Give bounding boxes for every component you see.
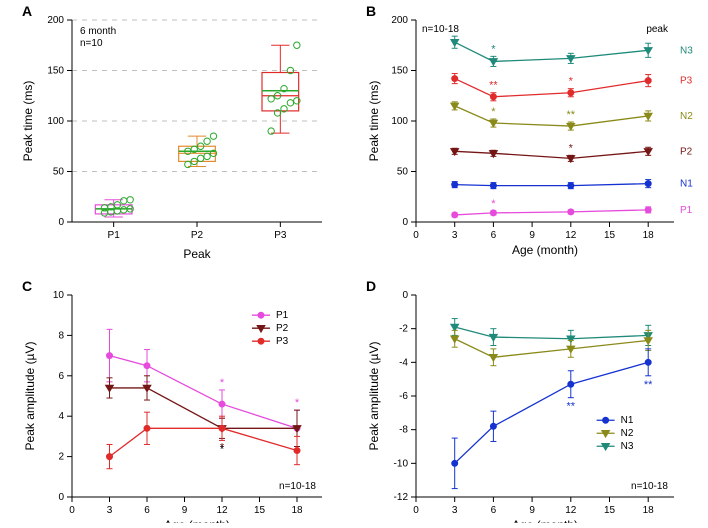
svg-text:0: 0: [58, 217, 64, 228]
svg-text:Peak time (ms): Peak time (ms): [367, 81, 381, 162]
svg-text:Age (month): Age (month): [164, 518, 230, 523]
svg-text:*: *: [491, 43, 496, 55]
svg-text:N3: N3: [621, 441, 634, 452]
svg-text:200: 200: [47, 15, 64, 26]
svg-text:0: 0: [69, 505, 75, 516]
figure-svg: A050100150200P1P2P3PeakPeak time (ms)6 m…: [0, 0, 708, 523]
svg-text:9: 9: [182, 505, 188, 516]
svg-text:**: **: [567, 109, 576, 121]
svg-text:12: 12: [565, 230, 577, 241]
svg-text:C: C: [22, 278, 32, 294]
svg-text:N3: N3: [680, 45, 693, 56]
svg-text:15: 15: [254, 505, 266, 516]
svg-text:3: 3: [452, 230, 458, 241]
svg-text:200: 200: [391, 15, 408, 26]
svg-text:**: **: [489, 80, 498, 92]
svg-text:-6: -6: [399, 391, 408, 402]
svg-text:-10: -10: [394, 458, 409, 469]
svg-text:Peak amplitude (µV): Peak amplitude (µV): [367, 342, 381, 451]
svg-text:12: 12: [565, 505, 577, 516]
svg-text:4: 4: [58, 411, 64, 422]
svg-text:*: *: [220, 443, 225, 455]
svg-text:6: 6: [144, 505, 150, 516]
svg-text:P2: P2: [276, 323, 289, 334]
svg-text:*: *: [220, 377, 225, 389]
svg-text:n=10: n=10: [80, 38, 103, 49]
svg-text:n=10-18: n=10-18: [631, 481, 668, 492]
svg-text:10: 10: [53, 290, 65, 301]
svg-text:P1: P1: [108, 230, 121, 241]
svg-text:150: 150: [391, 66, 408, 77]
svg-text:N1: N1: [621, 415, 634, 426]
svg-text:P2: P2: [191, 230, 204, 241]
svg-text:12: 12: [216, 505, 228, 516]
svg-text:*: *: [491, 198, 496, 210]
svg-text:*: *: [491, 106, 496, 118]
svg-text:n=10-18: n=10-18: [422, 24, 459, 35]
svg-text:D: D: [366, 278, 376, 294]
svg-text:**: **: [644, 379, 653, 391]
svg-text:*: *: [569, 76, 574, 88]
svg-text:Age (month): Age (month): [512, 243, 578, 257]
svg-text:*: *: [569, 142, 574, 154]
svg-text:-12: -12: [394, 492, 409, 503]
svg-text:Peak amplitude (µV): Peak amplitude (µV): [23, 342, 37, 451]
svg-text:2: 2: [58, 452, 64, 463]
svg-text:6: 6: [491, 505, 497, 516]
svg-text:9: 9: [529, 230, 535, 241]
svg-text:N2: N2: [621, 428, 634, 439]
svg-text:Age (month): Age (month): [512, 518, 578, 523]
svg-text:100: 100: [391, 116, 408, 127]
svg-text:Peak: Peak: [183, 247, 211, 261]
svg-text:P2: P2: [680, 146, 693, 157]
svg-text:50: 50: [53, 167, 65, 178]
svg-text:50: 50: [397, 167, 409, 178]
svg-text:18: 18: [291, 505, 303, 516]
svg-text:N1: N1: [680, 179, 693, 190]
svg-text:Peak time (ms): Peak time (ms): [21, 81, 35, 162]
svg-text:0: 0: [402, 217, 408, 228]
svg-text:P3: P3: [276, 336, 289, 347]
svg-text:15: 15: [604, 505, 616, 516]
svg-text:-8: -8: [399, 425, 408, 436]
svg-text:6: 6: [58, 371, 64, 382]
svg-text:P1: P1: [276, 310, 289, 321]
svg-text:18: 18: [643, 505, 655, 516]
svg-text:P3: P3: [274, 230, 287, 241]
svg-text:*: *: [295, 397, 300, 409]
svg-text:N2: N2: [680, 111, 693, 122]
svg-text:8: 8: [58, 330, 64, 341]
svg-text:-4: -4: [399, 357, 408, 368]
svg-text:6: 6: [491, 230, 497, 241]
svg-text:150: 150: [47, 66, 64, 77]
svg-text:B: B: [366, 3, 376, 19]
svg-text:15: 15: [604, 230, 616, 241]
svg-text:0: 0: [413, 505, 419, 516]
svg-text:3: 3: [452, 505, 458, 516]
svg-text:9: 9: [529, 505, 535, 516]
svg-text:A: A: [22, 3, 32, 19]
svg-text:P3: P3: [680, 76, 693, 87]
svg-text:**: **: [567, 401, 576, 413]
svg-text:-2: -2: [399, 324, 408, 335]
svg-text:18: 18: [643, 230, 655, 241]
svg-text:100: 100: [47, 116, 64, 127]
svg-text:0: 0: [58, 492, 64, 503]
svg-text:P1: P1: [680, 205, 693, 216]
svg-text:0: 0: [402, 290, 408, 301]
svg-text:n=10-18: n=10-18: [279, 481, 316, 492]
svg-text:6 month: 6 month: [80, 26, 116, 37]
svg-text:3: 3: [107, 505, 113, 516]
figure: A050100150200P1P2P3PeakPeak time (ms)6 m…: [0, 0, 708, 523]
svg-text:0: 0: [413, 230, 419, 241]
svg-text:peak: peak: [646, 24, 669, 35]
